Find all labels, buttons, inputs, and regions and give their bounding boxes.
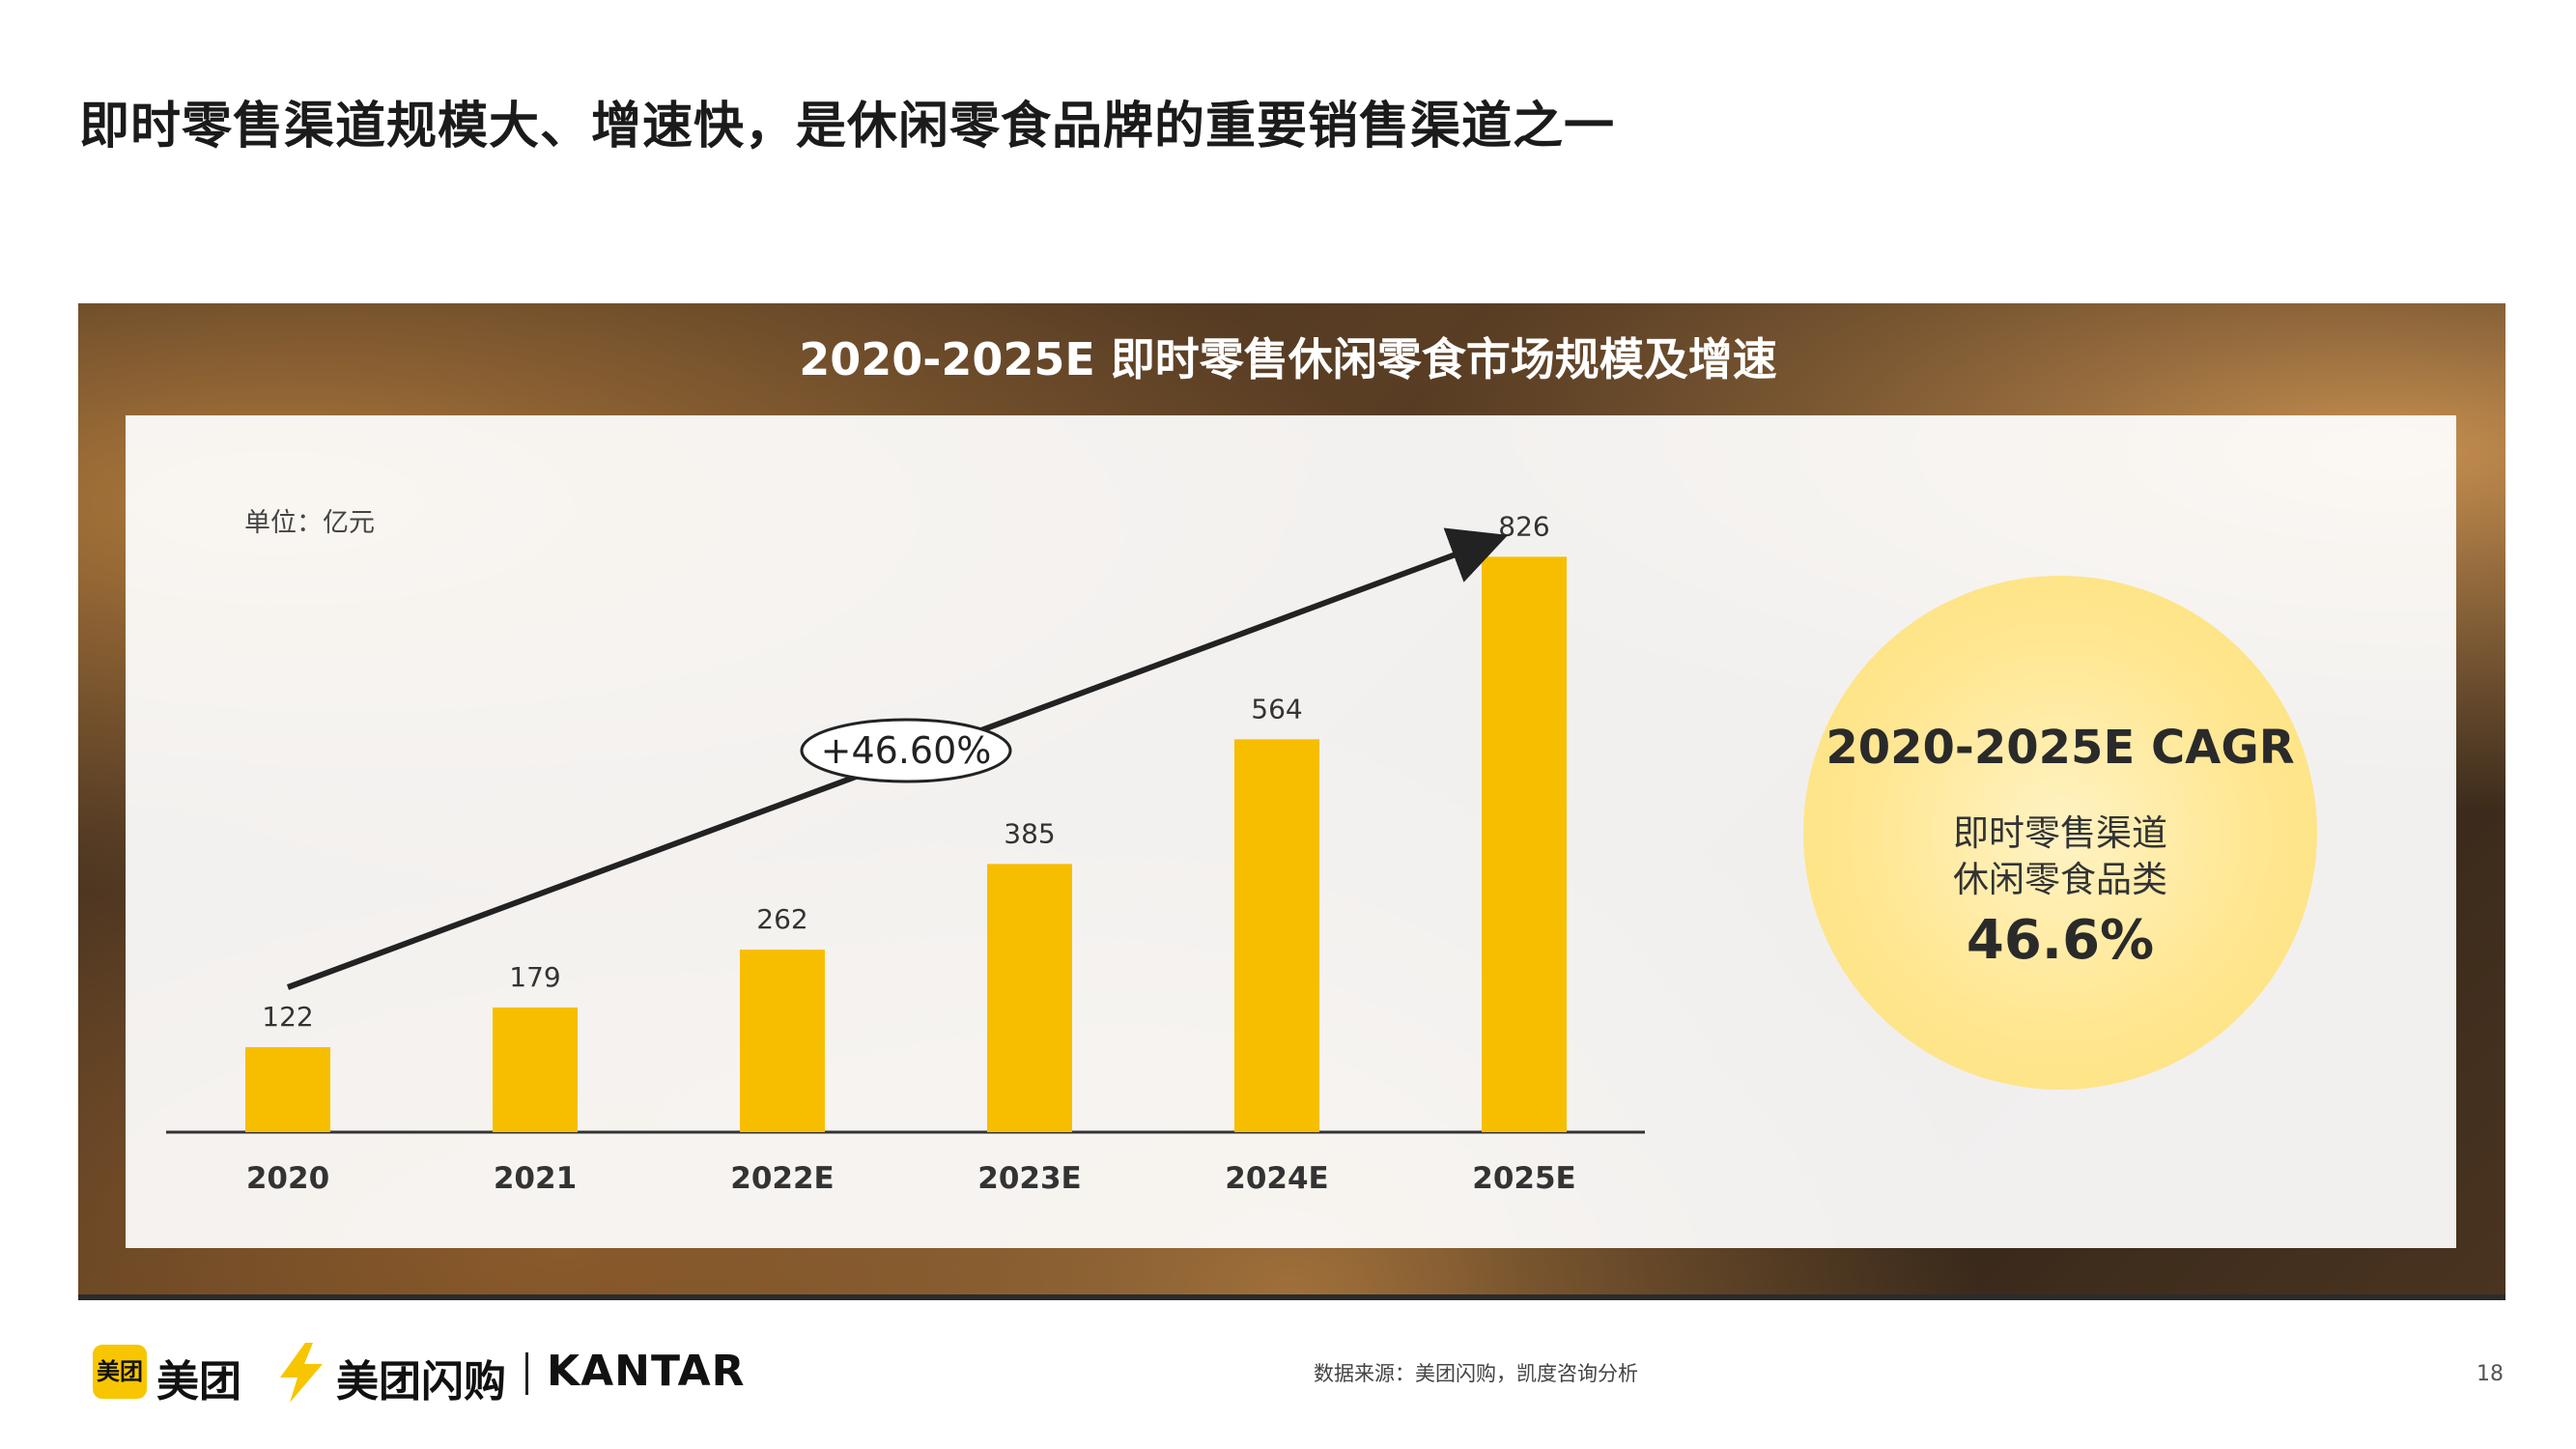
value-label-2021: 179 xyxy=(509,961,560,993)
bar-2024E xyxy=(1234,739,1319,1132)
category-label-2025E: 2025E xyxy=(1472,1161,1575,1196)
lightning-bolt-icon xyxy=(280,1343,323,1403)
category-label-2020: 2020 xyxy=(246,1161,329,1196)
unit-label: 单位：亿元 xyxy=(244,508,375,538)
logo-separator xyxy=(525,1352,528,1395)
meituan-logo-icon: 美团 xyxy=(93,1345,147,1399)
category-label-2024E: 2024E xyxy=(1225,1161,1328,1196)
bars-group: 122 2020 179 2021 262 2022E 385 2023E 564 2024E 82… xyxy=(245,510,1576,1196)
page-number: 18 xyxy=(2477,1362,2504,1386)
page-title: 即时零售渠道规模大、增速快，是休闲零食品牌的重要销售渠道之一 xyxy=(79,98,1616,156)
growth-annotation: +46.60% xyxy=(821,729,992,772)
bar-2023E xyxy=(987,864,1072,1132)
bar-2022E xyxy=(740,950,825,1132)
bar-chart: 单位：亿元 122 2020 179 2021 262 2022E 385 2023E 564 2… xyxy=(166,508,1645,1196)
data-source: 数据来源：美团闪购，凯度咨询分析 xyxy=(1314,1362,1638,1385)
category-label-2023E: 2023E xyxy=(977,1161,1081,1196)
meituan-logo-text: 美团 xyxy=(156,1357,241,1406)
cagr-value: 46.6% xyxy=(1966,909,2155,972)
value-label-2025E: 826 xyxy=(1498,510,1549,542)
cagr-circle: 2020-2025E CAGR 即时零售渠道 休闲零食品类 46.6% xyxy=(1803,576,2317,1090)
bar-2025E xyxy=(1482,556,1567,1132)
shangou-logo-text: 美团闪购 xyxy=(336,1357,506,1406)
cagr-title: 2020-2025E CAGR xyxy=(1826,721,2295,775)
value-label-2020: 122 xyxy=(262,1001,313,1033)
value-label-2022E: 262 xyxy=(756,903,807,935)
kantar-logo: KANTAR xyxy=(547,1347,746,1396)
divider-line xyxy=(78,1294,2505,1300)
value-label-2023E: 385 xyxy=(1004,817,1055,849)
cagr-category-label: 休闲零食品类 xyxy=(1953,859,2167,900)
value-label-2024E: 564 xyxy=(1251,693,1302,724)
category-label-2022E: 2022E xyxy=(730,1161,834,1196)
category-label-2021: 2021 xyxy=(494,1161,577,1196)
bar-2020 xyxy=(245,1047,330,1132)
bar-2021 xyxy=(493,1007,578,1132)
chart-title: 2020-2025E 即时零售休闲零食市场规模及增速 xyxy=(799,333,1777,385)
growth-annotation-bubble xyxy=(800,718,1012,783)
cagr-channel-label: 即时零售渠道 xyxy=(1953,812,2167,854)
